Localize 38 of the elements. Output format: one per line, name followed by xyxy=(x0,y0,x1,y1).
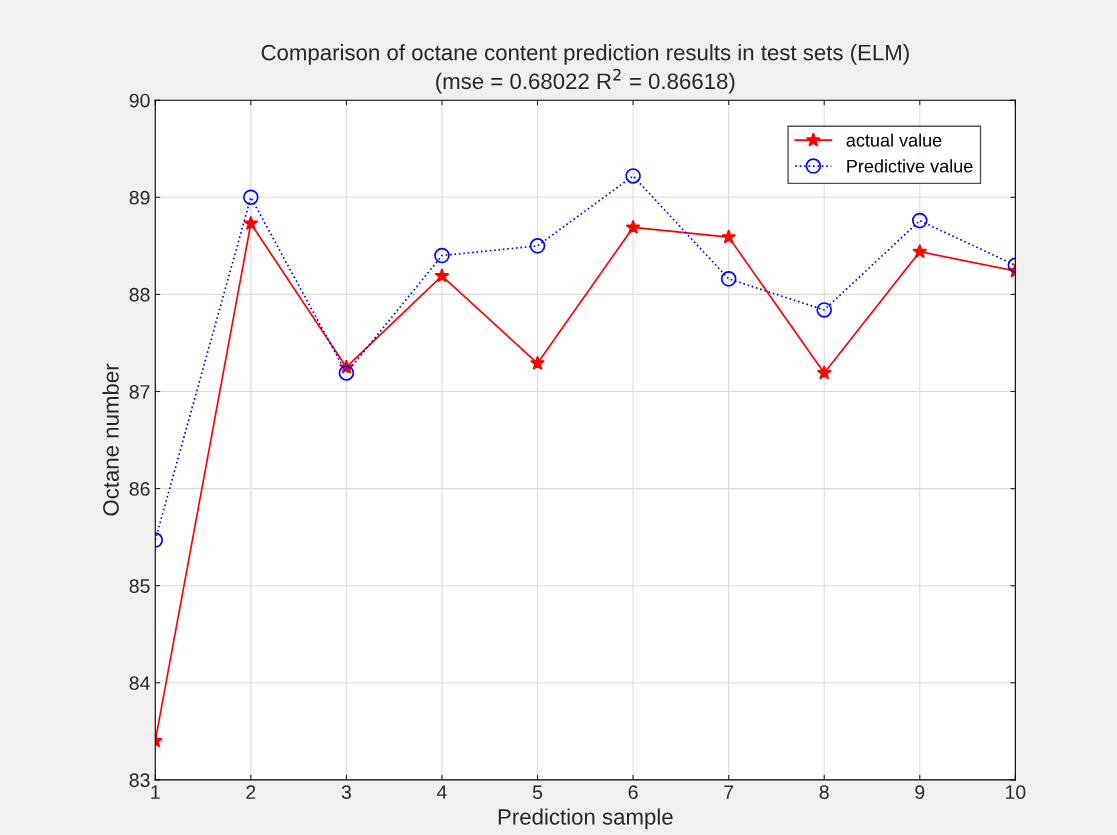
x-tick-label: 2 xyxy=(246,785,256,799)
point xyxy=(721,229,737,244)
x-tick-label: 1 xyxy=(151,785,160,799)
point xyxy=(912,243,928,259)
point xyxy=(338,365,355,381)
x-tick-label: 4 xyxy=(437,785,447,799)
x-tick-label: 8 xyxy=(819,785,829,800)
chart-title: Comparison of octane content prediction results in test sets (ELM) (mse = 0.68022 R$^{2}$ = 0.86618) xyxy=(261,44,909,94)
point xyxy=(243,215,259,230)
x-tick-label: 9 xyxy=(915,785,925,800)
x-tick-label: 7 xyxy=(724,785,734,799)
y-tick-label: 86 xyxy=(129,482,150,496)
x-axis-title: Prediction sample xyxy=(498,808,673,830)
point xyxy=(816,302,833,318)
point xyxy=(816,365,832,380)
point xyxy=(720,271,737,287)
y-tick-label: 87 xyxy=(129,384,150,399)
point xyxy=(434,247,450,264)
y-tick-label: 89 xyxy=(129,190,150,205)
y-tick-label: 88 xyxy=(129,287,150,302)
x-tick-label: 3 xyxy=(341,785,351,800)
y-tick-label: 90 xyxy=(129,93,150,108)
y-tick-label: 84 xyxy=(129,676,150,691)
point xyxy=(625,168,641,184)
point xyxy=(434,268,450,283)
point xyxy=(530,355,545,370)
x-tick-label: 5 xyxy=(532,785,543,800)
point xyxy=(529,238,546,254)
x-tick-label: 6 xyxy=(628,785,638,800)
point xyxy=(912,212,928,229)
point xyxy=(625,219,641,234)
legend-label: actual value xyxy=(846,133,942,147)
y-tick-label: 83 xyxy=(129,773,150,788)
point xyxy=(243,189,259,206)
y-axis-title: Octane number xyxy=(102,363,119,516)
legend-label: Predictive value xyxy=(847,159,973,173)
y-tick-label: 85 xyxy=(129,579,150,593)
x-tick-label: 10 xyxy=(1006,785,1026,800)
